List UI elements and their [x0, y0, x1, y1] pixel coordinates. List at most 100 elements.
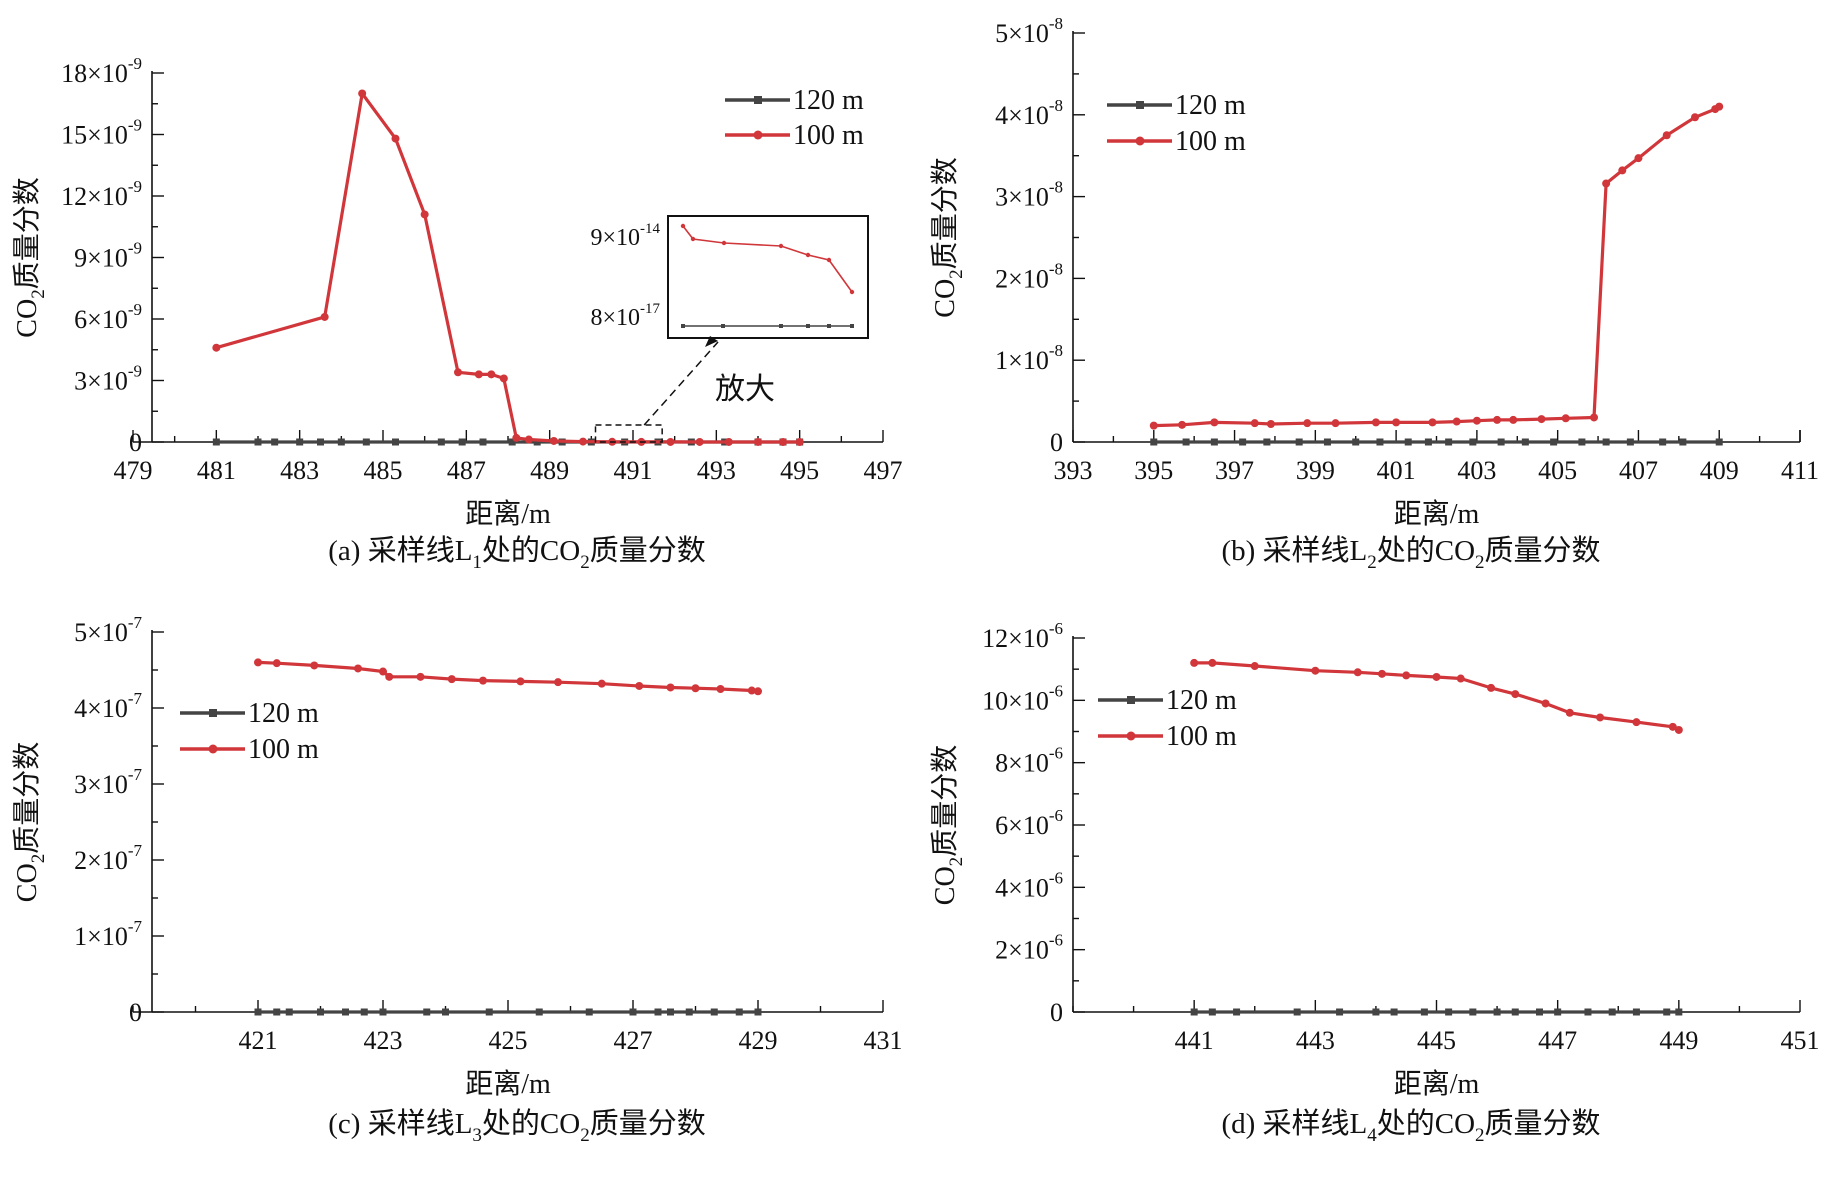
y-tick-mantissa: 18	[61, 59, 87, 88]
legend: 120 m 100 m	[1098, 685, 1237, 752]
data-point	[1537, 415, 1546, 424]
y-tick-exponent: -6	[1049, 868, 1063, 887]
data-point	[1323, 438, 1331, 446]
data-point	[666, 437, 675, 446]
y-tick-label: 5×10-7	[74, 613, 142, 647]
data-point	[1715, 438, 1723, 446]
data-point	[1561, 414, 1570, 423]
y-tick-mantissa: 2	[995, 264, 1008, 293]
data-point	[423, 1008, 431, 1016]
data-point	[1336, 1008, 1344, 1016]
legend: 120 m 100 m	[725, 85, 864, 151]
data-point	[1404, 438, 1412, 446]
data-point	[1565, 708, 1574, 717]
data-point	[1210, 418, 1219, 427]
data-point	[272, 659, 281, 668]
data-point	[1541, 699, 1550, 708]
caption-suffix: 质量分数	[590, 534, 706, 567]
series-100m	[1190, 658, 1683, 734]
caption-sub: 2	[1475, 1125, 1485, 1146]
data-point	[754, 1008, 762, 1016]
panel-b: 393 395 397 399 401 403 405 407 409 41101×10-82×1…	[929, 14, 1819, 573]
legend: 120 m 100 m	[180, 698, 319, 765]
y-tick-mantissa: 3	[74, 770, 87, 799]
y-tick-label: 3×10-8	[995, 178, 1063, 212]
x-tick-label: 445	[1417, 1026, 1456, 1055]
data-point	[1149, 421, 1158, 430]
y-tick-times: ×10	[1008, 873, 1049, 902]
y-tick-exponent: -7	[128, 841, 143, 860]
inset-data-point	[690, 236, 696, 242]
y-tick-mantissa: 12	[61, 182, 87, 211]
legend-label: 100 m	[248, 734, 319, 765]
data-point	[516, 677, 525, 686]
data-point	[1150, 438, 1158, 446]
data-point	[442, 1008, 449, 1016]
data-point	[549, 436, 558, 445]
panel-a: 479 481 483 485 487 489 491 493 495 49703×10-96×1…	[11, 54, 903, 573]
x-ticks: 421 423 425 427 429 431	[132, 1000, 903, 1055]
data-point	[1372, 1008, 1380, 1016]
data-point	[512, 433, 521, 442]
y-title-sub: 2	[28, 854, 49, 864]
data-point	[1626, 438, 1634, 446]
y-tick-mantissa: 1	[995, 346, 1008, 375]
y-tick-times: ×10	[1008, 936, 1049, 965]
y-tick-exponent: -7	[128, 613, 143, 632]
data-point	[666, 683, 675, 692]
inset-data-point	[680, 223, 686, 229]
data-point	[1493, 415, 1502, 424]
data-point	[317, 438, 324, 446]
data-point	[508, 438, 516, 446]
x-tick-label: 407	[1619, 456, 1658, 485]
y-tick-mantissa: 5	[74, 618, 87, 647]
y-tick-label: 3×10-7	[74, 765, 142, 799]
caption-suffix: 质量分数	[1485, 534, 1601, 567]
series-line	[1194, 661, 1680, 732]
y-tick-times: ×10	[87, 59, 128, 88]
y-tick-times: ×10	[87, 922, 128, 951]
caption-sub: 2	[1367, 552, 1377, 573]
data-point	[479, 438, 487, 446]
y-tick-times: ×10	[87, 618, 128, 647]
data-point	[1377, 669, 1386, 678]
data-point	[1472, 416, 1481, 425]
data-point	[1353, 668, 1362, 677]
inset-data-point	[806, 324, 810, 328]
data-point	[379, 1008, 387, 1016]
y-tick-times: ×10	[87, 770, 128, 799]
y-title-prefix: CO	[12, 863, 43, 902]
x-tick-label: 397	[1215, 456, 1254, 485]
inset-tick-mantissa: 9	[590, 225, 602, 251]
x-tick-label: 431	[864, 1026, 903, 1055]
y-tick-label: 4×10-7	[74, 689, 142, 723]
data-point	[1293, 1008, 1301, 1016]
data-point	[474, 370, 483, 379]
caption-prefix: (b) 采样线L	[1221, 534, 1367, 567]
x-tick-label: 443	[1296, 1026, 1335, 1055]
data-point	[1632, 1008, 1640, 1016]
data-point	[487, 370, 496, 379]
y-tick-label: 10×10-6	[982, 681, 1063, 715]
y-tick-exponent: -9	[128, 54, 142, 73]
y-tick-label: 1×10-7	[74, 917, 142, 951]
data-point	[1497, 438, 1505, 446]
data-point	[354, 664, 362, 673]
data-point	[747, 686, 756, 695]
series-120m	[1150, 438, 1723, 446]
y-tick-label: 15×10-9	[61, 116, 142, 150]
x-tick-label: 411	[1781, 456, 1819, 485]
y-tick-label: 9×10-9	[74, 239, 142, 273]
data-point	[1715, 102, 1724, 111]
y-tick-label: 5×10-8	[995, 14, 1063, 48]
data-point	[1392, 418, 1401, 427]
caption-prefix: (d) 采样线L	[1221, 1107, 1367, 1140]
y-tick-exponent: -6	[1049, 806, 1063, 825]
y-tick-exponent: -7	[128, 917, 143, 936]
y-tick-mantissa: 1	[74, 922, 87, 951]
data-point	[1511, 690, 1520, 699]
data-point	[1469, 1008, 1477, 1016]
data-point	[635, 681, 644, 690]
y-tick-times: ×10	[1008, 624, 1049, 653]
y-tick-mantissa: 4	[995, 101, 1008, 130]
